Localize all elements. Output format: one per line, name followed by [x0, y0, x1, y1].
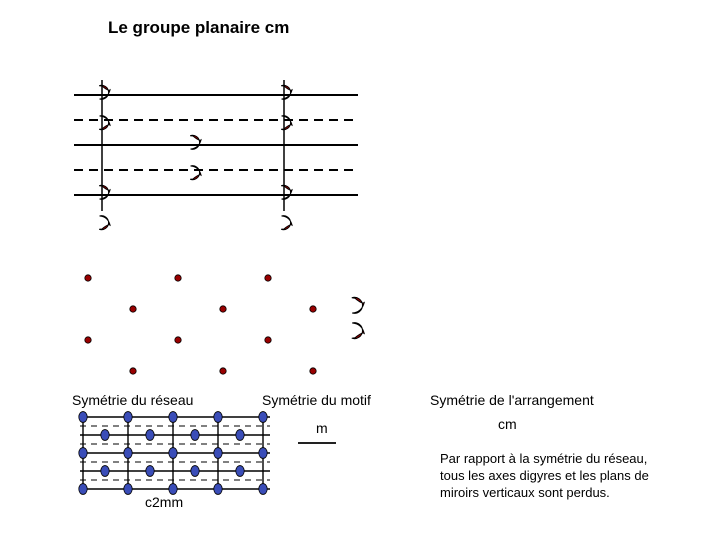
page-title: Le groupe planaire cm	[108, 18, 289, 38]
label-symmetry-motif: Symétrie du motif	[262, 392, 371, 408]
mirror-line-m	[296, 440, 340, 446]
label-cm: cm	[498, 416, 517, 432]
label-symmetry-lattice: Symétrie du réseau	[72, 392, 193, 408]
paragraph-explanation: Par rapport à la symétrie du réseau,tous…	[440, 450, 700, 501]
label-symmetry-arrangement: Symétrie de l'arrangement	[430, 392, 594, 408]
label-c2mm: c2mm	[145, 494, 183, 510]
paragraph-line: miroirs verticaux sont perdus.	[440, 484, 700, 501]
lattice-dots	[80, 270, 320, 380]
paragraph-line: Par rapport à la symétrie du réseau,	[440, 450, 700, 467]
paragraph-line: tous les axes digyres et les plans de	[440, 467, 700, 484]
page-root: Le groupe planaire cm Symétrie du réseau…	[0, 0, 720, 540]
c2mm-symmetry-diagram	[80, 414, 270, 492]
label-m: m	[316, 420, 328, 436]
motif-pair	[340, 295, 380, 345]
cm-pattern-diagram	[74, 80, 358, 250]
